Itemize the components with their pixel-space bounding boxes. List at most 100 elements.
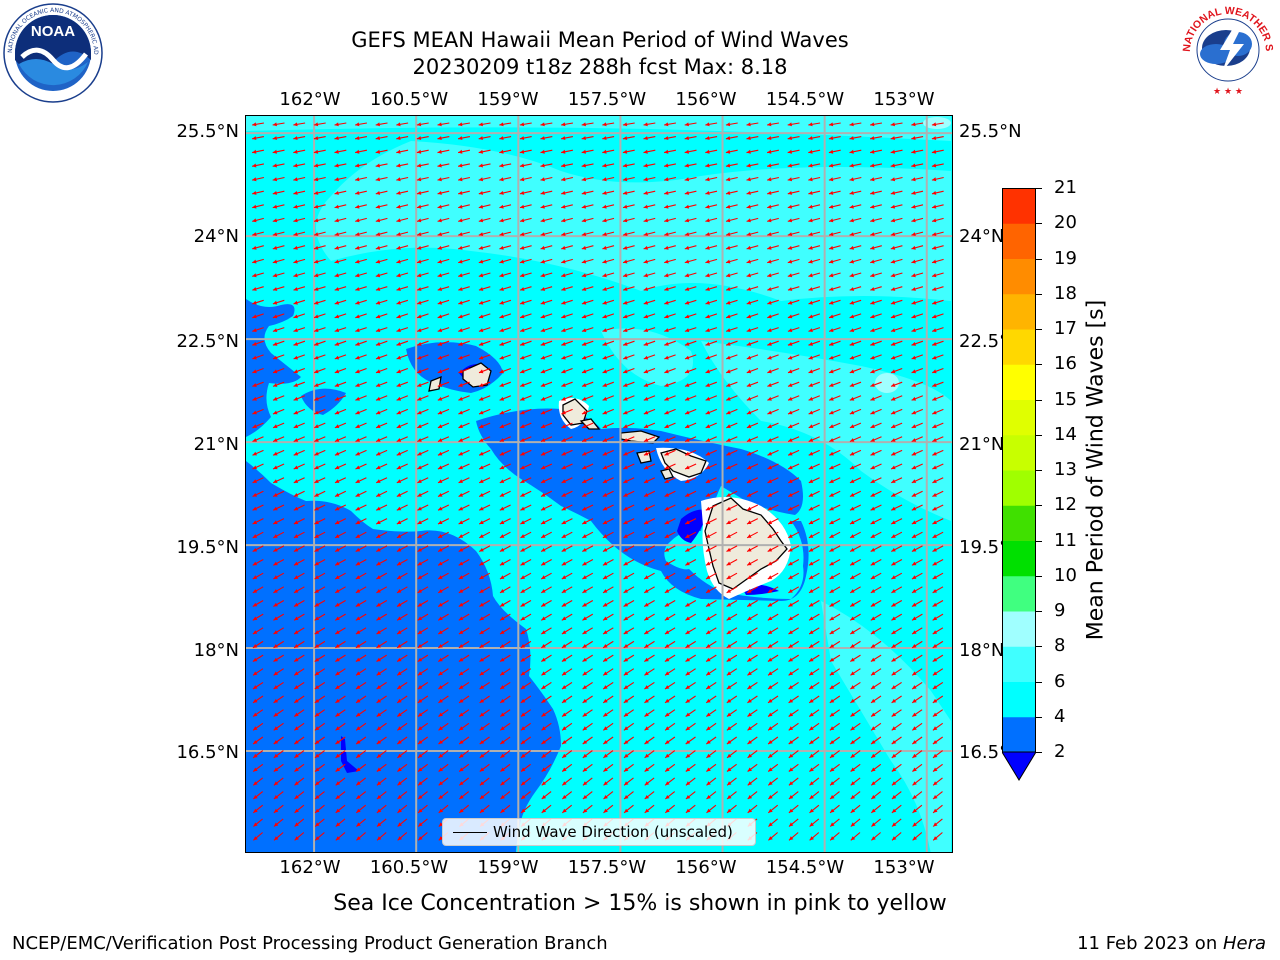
wave-direction-arrow [396, 695, 408, 704]
wave-direction-arrow [725, 122, 738, 127]
wave-direction-arrow [458, 299, 470, 305]
wave-direction-arrow [890, 272, 903, 278]
wave-direction-arrow [519, 176, 532, 182]
wave-direction-arrow [870, 681, 882, 690]
wave-direction-arrow [251, 149, 265, 154]
wave-direction-arrow [726, 681, 738, 690]
wave-direction-arrow [602, 136, 615, 140]
wave-direction-arrow [705, 518, 717, 525]
wave-direction-arrow [664, 640, 676, 649]
wave-direction-arrow [375, 367, 388, 374]
wave-direction-arrow [664, 463, 676, 470]
wave-direction-arrow [437, 149, 450, 154]
wave-direction-arrow [911, 354, 923, 360]
wave-direction-arrow [828, 231, 841, 236]
wave-direction-arrow [375, 136, 388, 140]
wave-direction-arrow [643, 422, 656, 429]
wave-direction-arrow [602, 204, 615, 209]
wave-direction-arrow [314, 640, 326, 649]
wave-direction-arrow [355, 600, 367, 607]
wave-direction-arrow [849, 477, 862, 484]
wave-direction-arrow [252, 681, 264, 690]
wave-direction-arrow [890, 463, 903, 470]
footer-timestamp: 11 Feb 2023 on Hera [1077, 933, 1266, 954]
wave-direction-arrow [643, 518, 656, 525]
wave-direction-arrow [685, 750, 696, 759]
wave-direction-arrow [376, 654, 387, 662]
wave-direction-arrow [746, 286, 759, 291]
wave-direction-arrow [602, 463, 614, 470]
wave-direction-arrow [787, 299, 800, 305]
wave-direction-arrow [561, 395, 573, 401]
wave-direction-arrow [829, 750, 840, 759]
wave-direction-arrow [747, 722, 758, 731]
wave-direction-arrow [850, 668, 861, 676]
wave-direction-arrow [746, 559, 758, 566]
wave-direction-arrow [314, 832, 325, 841]
footer-date: 11 Feb 2023 on [1077, 933, 1223, 954]
wave-direction-arrow [890, 122, 903, 127]
map-panel [245, 115, 953, 853]
wave-direction-arrow [829, 572, 841, 580]
wave-direction-arrow [313, 327, 326, 332]
wave-direction-arrow [438, 668, 449, 676]
wave-direction-arrow [746, 531, 758, 539]
period-band-8-9 [875, 117, 951, 393]
wave-direction-arrow [623, 381, 635, 387]
wave-direction-arrow [767, 449, 779, 456]
wave-direction-arrow [932, 750, 943, 759]
wave-direction-arrow [746, 613, 758, 621]
lat-label-right: 24°N [959, 226, 1005, 247]
wave-direction-arrow [397, 777, 408, 786]
wave-direction-arrow [705, 586, 717, 594]
wave-direction-arrow [622, 299, 635, 305]
wave-direction-arrow [808, 586, 820, 594]
wave-direction-arrow [479, 586, 491, 594]
wave-direction-arrow [252, 395, 264, 401]
wave-direction-arrow [397, 763, 408, 772]
wave-direction-arrow [314, 463, 326, 470]
wave-direction-arrow [643, 204, 656, 209]
wave-direction-arrow [437, 504, 450, 511]
wave-direction-arrow [644, 695, 655, 704]
wave-direction-arrow [335, 709, 346, 717]
wave-direction-arrow [891, 777, 902, 786]
wave-direction-arrow [376, 586, 388, 594]
wave-direction-arrow [664, 490, 676, 497]
wave-direction-arrow [911, 722, 923, 731]
colorbar-tick-label: 13 [1054, 459, 1077, 480]
wave-direction-arrow [251, 163, 265, 168]
wave-direction-arrow [458, 408, 470, 415]
colorbar-tick-label: 12 [1054, 494, 1077, 516]
wave-direction-arrow [643, 463, 656, 470]
wave-direction-arrow [602, 490, 614, 497]
wave-direction-arrow [602, 272, 615, 278]
wave-direction-arrow [582, 654, 593, 662]
wave-direction-arrow [561, 299, 573, 305]
island-kauai [462, 362, 492, 388]
wave-direction-arrow [416, 217, 429, 223]
wave-direction-arrow [747, 709, 758, 717]
wave-direction-arrow [705, 286, 718, 291]
wave-direction-arrow [746, 340, 759, 346]
wave-direction-arrow [355, 750, 367, 759]
wave-direction-arrow [561, 272, 573, 278]
wave-direction-arrow [664, 449, 676, 456]
wave-direction-arrow [252, 722, 264, 731]
wave-direction-arrow [644, 640, 655, 649]
wave-direction-arrow [932, 777, 943, 786]
wave-direction-arrow [869, 136, 883, 140]
wave-direction-arrow [664, 408, 676, 415]
wave-direction-arrow [293, 163, 306, 168]
wave-direction-arrow [787, 313, 800, 319]
wave-direction-arrow [582, 531, 594, 539]
wave-direction-arrow [396, 736, 408, 745]
wave-direction-arrow [355, 299, 367, 305]
wave-direction-arrow [788, 818, 799, 827]
colorbar-tick-label: 4 [1054, 705, 1066, 727]
wave-direction-arrow [458, 436, 470, 443]
wave-direction-arrow [293, 545, 305, 552]
wave-direction-arrow [767, 791, 779, 800]
wave-direction-arrow [582, 695, 593, 704]
wave-direction-arrow [746, 163, 759, 168]
